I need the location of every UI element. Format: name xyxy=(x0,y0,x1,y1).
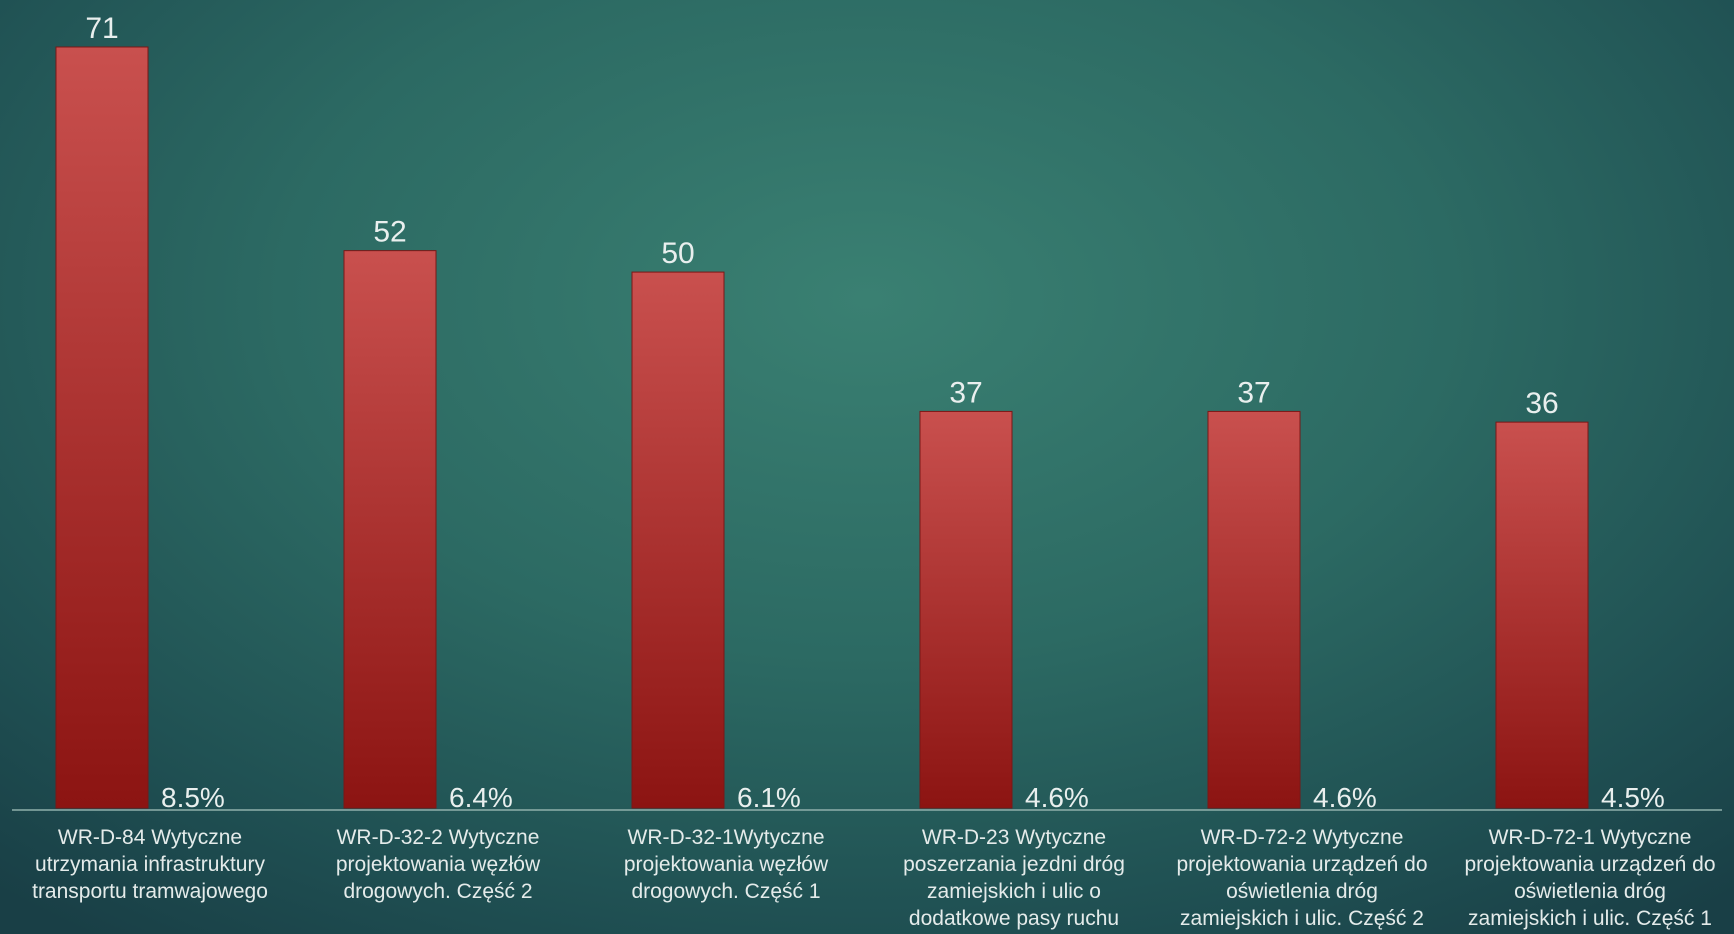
category-label-6-line-3: oświetlenia dróg xyxy=(1514,880,1666,903)
category-label-4-line-3: zamiejskich i ulic o xyxy=(927,880,1101,903)
value-label-3: 50 xyxy=(661,237,694,270)
percent-label-3: 6.1% xyxy=(737,782,801,813)
percent-label-2: 6.4% xyxy=(449,782,513,813)
percent-label-4: 4.6% xyxy=(1025,782,1089,813)
bar-2 xyxy=(343,250,437,809)
bars-group xyxy=(55,46,1589,809)
value-label-2: 52 xyxy=(373,216,406,249)
bar-1 xyxy=(55,46,149,809)
category-label-2-line-1: WR-D-32-2 Wytyczne xyxy=(337,826,540,849)
category-label-2: WR-D-32-2 Wytyczne projektowania węzłów dr… xyxy=(336,826,541,903)
category-label-6: WR-D-72-1 Wytyczne projektowania urządzeń… xyxy=(1465,826,1716,930)
category-label-5-line-4: zamiejskich i ulic. Część 2 xyxy=(1180,907,1424,930)
category-label-1-line-2: utrzymania infrastruktury xyxy=(35,853,265,876)
category-label-4: WR-D-23 Wytyczne poszerzania jezdni dróg z… xyxy=(903,826,1125,930)
category-label-6-line-4: zamiejskich i ulic. Część 1 xyxy=(1468,907,1712,930)
category-label-5-line-1: WR-D-72-2 Wytyczne xyxy=(1201,826,1404,849)
category-label-1-line-3: transportu tramwajowego xyxy=(32,880,268,903)
category-label-2-line-3: drogowych. Część 2 xyxy=(343,880,532,903)
labels-group: 71 8.5% WR-D-84 Wytyczne utrzymania infrast… xyxy=(32,12,1715,930)
value-label-5: 37 xyxy=(1237,376,1270,409)
category-label-3-line-3: drogowych. Część 1 xyxy=(631,880,820,903)
category-label-5-line-3: oświetlenia dróg xyxy=(1226,880,1378,903)
bar-6 xyxy=(1495,421,1589,809)
bar-4 xyxy=(919,410,1013,809)
category-label-6-line-1: WR-D-72-1 Wytyczne xyxy=(1489,826,1692,849)
percent-label-6: 4.5% xyxy=(1601,782,1665,813)
percent-label-1: 8.5% xyxy=(161,782,225,813)
category-label-4-line-2: poszerzania jezdni dróg xyxy=(903,853,1125,876)
value-label-4: 37 xyxy=(949,376,982,409)
category-label-4-line-1: WR-D-23 Wytyczne xyxy=(922,826,1106,849)
category-label-2-line-2: projektowania węzłów xyxy=(336,853,541,876)
value-label-1: 71 xyxy=(85,12,118,45)
category-label-3-line-2: projektowania węzłów xyxy=(624,853,829,876)
category-label-4-line-4: dodatkowe pasy ruchu xyxy=(909,907,1119,930)
bar-3 xyxy=(631,271,725,809)
category-label-6-line-2: projektowania urządzeń do xyxy=(1465,853,1716,876)
category-label-5: WR-D-72-2 Wytyczne projektowania urządzeń… xyxy=(1177,826,1428,930)
category-label-3: WR-D-32-1Wytyczne projektowania węzłów dro… xyxy=(624,826,829,903)
category-label-1: WR-D-84 Wytyczne utrzymania infrastruktur… xyxy=(32,826,268,903)
value-label-6: 36 xyxy=(1525,387,1558,420)
percent-label-5: 4.6% xyxy=(1313,782,1377,813)
category-label-5-line-2: projektowania urządzeń do xyxy=(1177,853,1428,876)
category-label-3-line-1: WR-D-32-1Wytyczne xyxy=(628,826,825,849)
bar-5 xyxy=(1207,410,1301,809)
category-label-1-line-1: WR-D-84 Wytyczne xyxy=(58,826,242,849)
